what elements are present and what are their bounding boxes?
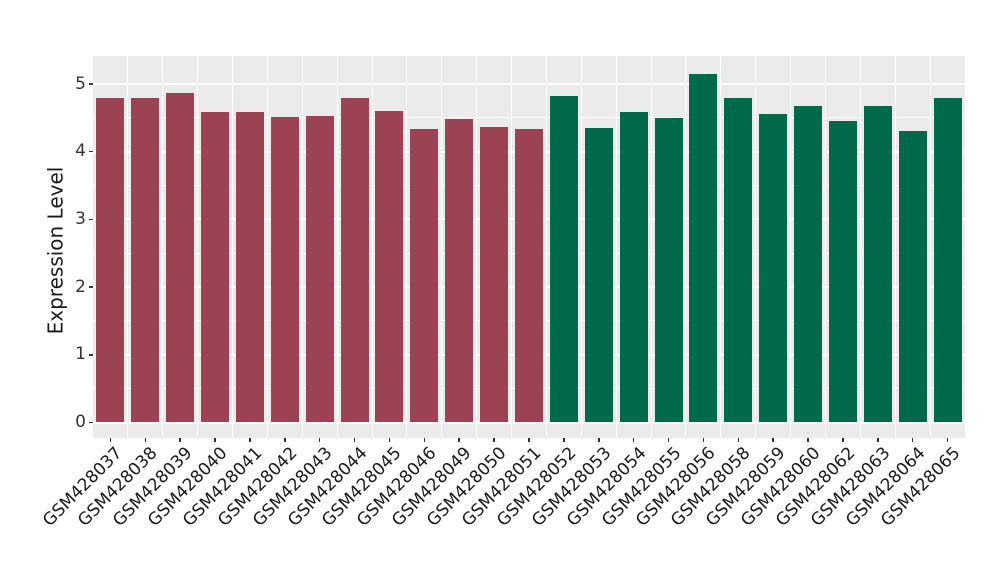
- major-gridline-horizontal: [93, 83, 965, 85]
- x-axis-tick: [493, 438, 495, 442]
- y-tick-label: 1: [75, 344, 86, 365]
- minor-gridline-vertical: [545, 56, 547, 438]
- x-axis-tick: [144, 438, 147, 442]
- minor-gridline-vertical: [232, 56, 234, 438]
- minor-gridline-vertical: [336, 56, 338, 438]
- bar-GSM428056: [689, 73, 718, 423]
- bar-GSM428059: [759, 113, 788, 423]
- x-axis-tick: [249, 438, 251, 442]
- bar-GSM428058: [724, 98, 753, 423]
- x-axis-tick: [877, 438, 879, 442]
- bar-GSM428065: [933, 98, 962, 423]
- minor-gridline-vertical: [859, 56, 861, 438]
- minor-gridline-vertical: [197, 56, 199, 438]
- y-axis-tick: [89, 421, 93, 424]
- minor-gridline-vertical: [406, 56, 408, 438]
- minor-gridline-horizontal: [93, 117, 965, 119]
- x-axis-tick: [528, 438, 530, 442]
- bar-GSM428051: [515, 128, 543, 423]
- minor-gridline-vertical: [929, 56, 931, 438]
- bar-GSM428049: [445, 118, 474, 423]
- bar-GSM428052: [549, 96, 578, 423]
- x-axis-tick: [667, 438, 670, 442]
- minor-gridline-vertical: [824, 56, 826, 438]
- x-axis-tick: [423, 438, 426, 442]
- bar-GSM428038: [131, 97, 160, 423]
- bar-GSM428039: [166, 93, 195, 423]
- y-tick-label: 4: [75, 141, 86, 162]
- bar-GSM428042: [270, 117, 299, 423]
- minor-gridline-vertical: [476, 56, 478, 438]
- minor-gridline-vertical: [301, 56, 303, 438]
- x-axis-tick: [702, 438, 705, 442]
- bar-GSM428040: [201, 111, 230, 423]
- y-axis-tick: [89, 150, 93, 153]
- major-gridline-horizontal: [93, 421, 965, 424]
- bar-GSM428064: [898, 130, 927, 423]
- x-axis-tick: [807, 438, 809, 442]
- minor-gridline-vertical: [371, 56, 373, 438]
- x-axis-tick: [214, 438, 216, 442]
- x-axis-tick: [911, 438, 914, 442]
- x-axis-tick: [318, 438, 321, 442]
- minor-gridline-vertical: [894, 56, 896, 438]
- x-axis-tick: [772, 438, 774, 442]
- minor-gridline-vertical: [685, 56, 687, 438]
- y-tick-label: 3: [75, 208, 86, 229]
- minor-gridline-vertical: [511, 56, 513, 438]
- minor-gridline-vertical: [162, 56, 164, 438]
- x-axis-tick: [632, 438, 635, 442]
- bar-GSM428063: [863, 106, 892, 423]
- bar-GSM428062: [828, 120, 857, 423]
- x-axis-tick: [737, 438, 740, 442]
- plot-panel: [93, 56, 965, 438]
- y-axis-tick: [89, 83, 93, 85]
- x-axis-tick: [353, 438, 356, 442]
- minor-gridline-vertical: [650, 56, 652, 438]
- x-axis-tick: [842, 438, 844, 442]
- bar-GSM428041: [235, 111, 264, 423]
- bar-GSM428060: [794, 106, 823, 423]
- x-axis-tick: [109, 438, 112, 442]
- y-tick-label: 5: [75, 73, 86, 94]
- bar-GSM428043: [305, 115, 334, 423]
- bar-GSM428054: [619, 112, 648, 423]
- bar-GSM428037: [96, 97, 125, 423]
- bar-GSM428046: [410, 128, 439, 423]
- bar-GSM428044: [340, 97, 369, 423]
- x-axis-tick: [458, 438, 460, 442]
- minor-gridline-vertical: [580, 56, 582, 438]
- minor-gridline-vertical: [615, 56, 617, 438]
- y-axis-tick: [89, 286, 93, 288]
- minor-gridline-vertical: [720, 56, 722, 438]
- minor-gridline-vertical: [755, 56, 757, 438]
- minor-gridline-vertical: [127, 56, 129, 438]
- bar-GSM428050: [480, 126, 509, 423]
- minor-gridline-vertical: [441, 56, 443, 438]
- x-axis-tick: [563, 438, 565, 442]
- x-axis-tick: [284, 438, 286, 442]
- bar-GSM428045: [375, 111, 404, 423]
- x-axis-tick: [179, 438, 181, 442]
- x-axis-tick: [946, 438, 949, 442]
- y-tick-label: 2: [75, 276, 86, 297]
- y-axis-tick: [89, 354, 93, 356]
- minor-gridline-vertical: [266, 56, 268, 438]
- minor-gridline-vertical: [790, 56, 792, 438]
- y-tick-label: 0: [75, 412, 86, 432]
- y-axis-tick: [89, 218, 93, 221]
- x-axis-tick: [598, 438, 600, 442]
- x-axis-tick: [388, 438, 391, 442]
- bar-GSM428055: [654, 117, 683, 423]
- bar-GSM428053: [584, 128, 613, 423]
